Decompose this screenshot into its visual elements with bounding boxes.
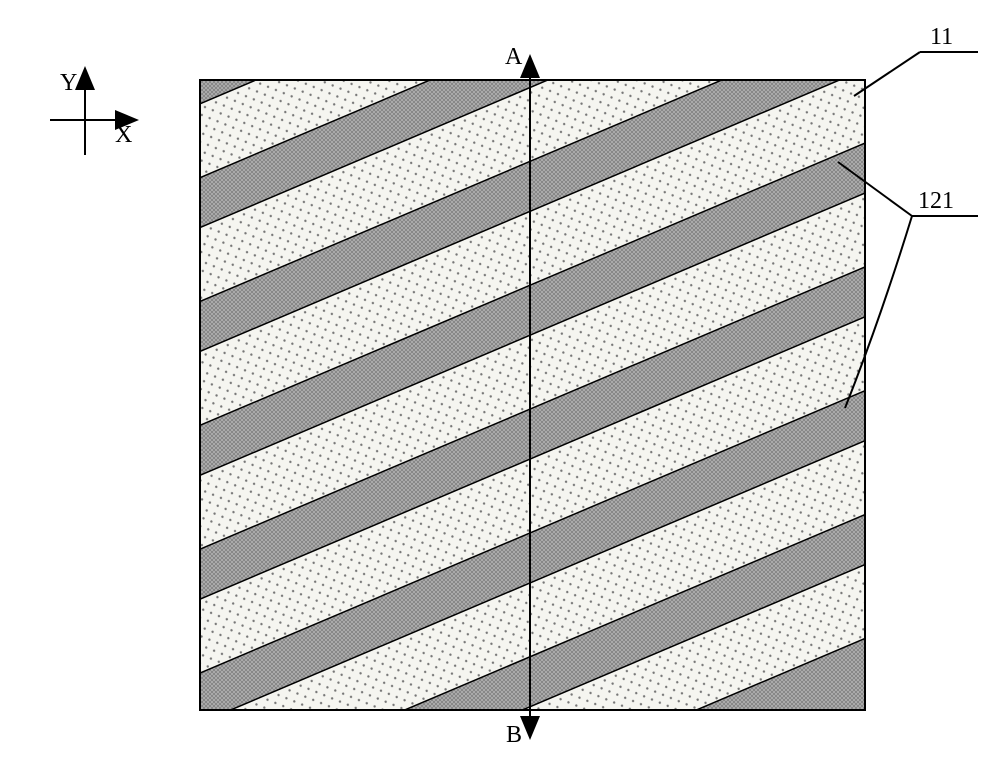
y-axis-label: Y (60, 70, 77, 97)
diagram-svg (0, 0, 1000, 768)
x-axis-label: X (115, 122, 132, 149)
callout-121-text: 121 (918, 188, 954, 215)
callout-11 (854, 52, 978, 96)
callout-11-text: 11 (930, 24, 953, 51)
axis-a-label: A (505, 44, 522, 71)
axis-b-label: B (506, 722, 522, 749)
